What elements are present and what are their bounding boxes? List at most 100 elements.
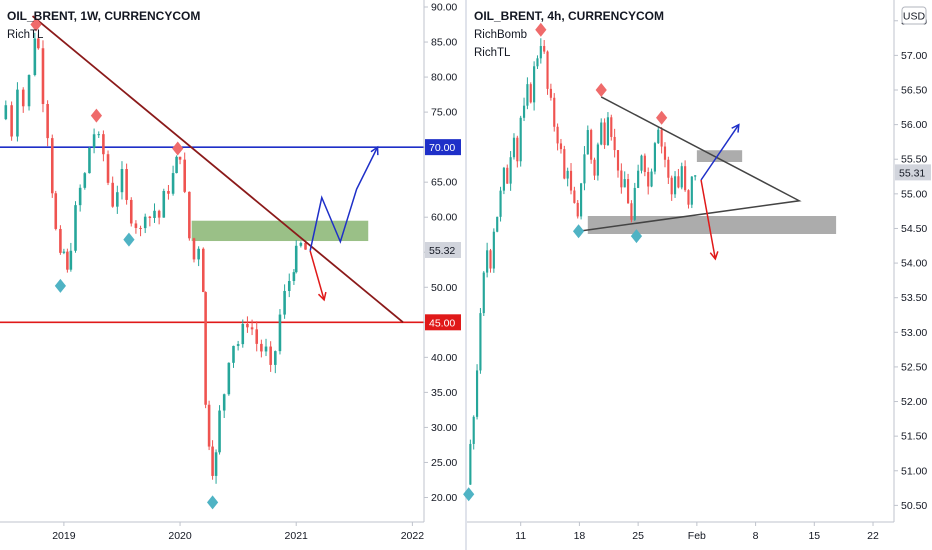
candle-body (178, 156, 182, 160)
candle-body (246, 323, 249, 328)
indicator-richtl-label[interactable]: RichTL (474, 47, 511, 59)
4h-chart-pane[interactable]: 50.50 51.00 51.50 52.00 52.50 53.00 53.50 54.00… (463, 0, 932, 550)
y-tick-label: 51.00 (901, 465, 927, 477)
candle-body (59, 228, 62, 253)
swing-low-marker (123, 232, 135, 247)
4h-chart-marks (463, 22, 837, 502)
candle-body (529, 84, 532, 103)
candle-body (255, 329, 259, 344)
candle-body (472, 416, 475, 444)
candle-body (241, 323, 245, 345)
candle-body (596, 144, 599, 176)
y-tick-label: 50.00 (431, 282, 457, 294)
x-tick-label: 2019 (52, 530, 76, 542)
gray-zone[interactable] (696, 150, 743, 162)
candle-body (620, 170, 623, 188)
candle-body (687, 190, 690, 205)
y-tick-label: 55.00 (901, 188, 927, 200)
candle-body (218, 410, 221, 453)
candle-body (222, 394, 226, 411)
candle-body (479, 313, 482, 371)
y-tick-label: 20.00 (431, 492, 457, 504)
weekly-price-labels: 70.00 55.32 45.00 (425, 139, 461, 331)
price-label-badge (425, 139, 461, 156)
candle-body (183, 159, 186, 192)
candle-body (62, 251, 66, 253)
candle-body (486, 250, 489, 273)
y-tick-label: 90.00 (431, 2, 457, 14)
y-tick-label: 25.00 (431, 457, 457, 469)
swing-low-marker (463, 487, 475, 502)
candle-body (207, 404, 211, 447)
candle-body (660, 129, 663, 147)
candle-body (569, 170, 573, 191)
weekly-chart-title: OIL_BRENT, 1W, CURRENCYCOM (7, 9, 200, 23)
candle-body (287, 281, 291, 291)
bullish-projection-arrow[interactable] (700, 124, 740, 181)
candle-body (653, 143, 656, 172)
candle-body (134, 223, 138, 228)
price-label-badge (425, 241, 461, 258)
triangle-pattern[interactable] (578, 96, 802, 232)
bullish-projection-arrow[interactable] (309, 146, 379, 252)
candle-body (543, 46, 546, 52)
weekly-chart-pane[interactable]: 20.0025.0030.0035.0040.0045.0050.0055.00… (0, 0, 465, 550)
candle-body (236, 344, 240, 346)
swing-low-marker (54, 278, 67, 293)
price-label-text: 55.32 (429, 245, 455, 257)
bearish-projection-arrow[interactable] (309, 250, 325, 301)
candle-body (603, 122, 606, 146)
candle-body (74, 205, 77, 251)
candle-body (129, 199, 133, 224)
candle-body (294, 245, 298, 273)
candle-body (78, 187, 82, 206)
candle-body (4, 105, 8, 120)
candle-body (600, 122, 603, 145)
candle-body (549, 88, 552, 98)
candle-body (690, 176, 693, 205)
candle-body (556, 126, 559, 144)
candle-body (553, 97, 556, 127)
weekly-time-axis[interactable]: 2019 2020 2021 2022 (52, 522, 424, 542)
indicator-richbomb-label[interactable]: RichBomb (474, 29, 527, 41)
currency-badge-label[interactable]: USD (903, 11, 926, 23)
candle-body (502, 167, 505, 191)
y-tick-label: 50.50 (901, 500, 927, 512)
x-tick-label: 8 (753, 530, 759, 542)
candle-body (10, 105, 13, 137)
4h-chart-title: OIL_BRENT, 4h, CURRENCYCOM (474, 9, 664, 23)
candle-body (526, 84, 529, 106)
currency-badge[interactable] (901, 6, 927, 25)
candle-body (153, 210, 156, 218)
indicator-richtl-label[interactable]: RichTL (7, 29, 44, 41)
candle-body (83, 173, 87, 188)
price-label-text: 45.00 (429, 317, 455, 329)
y-tick-label: 52.00 (901, 396, 927, 408)
candle-body (680, 166, 683, 188)
candle-body (663, 146, 667, 160)
candle-body (593, 159, 596, 176)
candle-body (201, 248, 205, 293)
candle-body (630, 203, 633, 220)
pane-divider[interactable] (465, 0, 467, 550)
bearish-projection-arrow-head (709, 251, 719, 261)
price-label-badge (425, 314, 461, 331)
candle-body (197, 248, 200, 260)
4h-time-axis[interactable]: 11 18 25 Feb 8 15 22 (515, 522, 879, 542)
candle-body (492, 231, 495, 269)
swing-high-marker (172, 141, 184, 156)
candle-body (482, 272, 485, 314)
candle-body (162, 190, 166, 218)
x-tick-label: 22 (867, 530, 879, 542)
candle-body (626, 179, 630, 204)
bearish-projection-arrow-head (317, 291, 327, 302)
descending-trendline[interactable] (31, 15, 404, 324)
candle-body (580, 183, 583, 217)
candle-body (250, 327, 254, 330)
green-zone[interactable] (191, 220, 369, 242)
candle-body (512, 137, 516, 158)
candle-body (274, 351, 277, 365)
bearish-projection-arrow[interactable] (700, 179, 717, 260)
gray-zone[interactable] (587, 216, 837, 234)
candle-body (232, 345, 235, 363)
